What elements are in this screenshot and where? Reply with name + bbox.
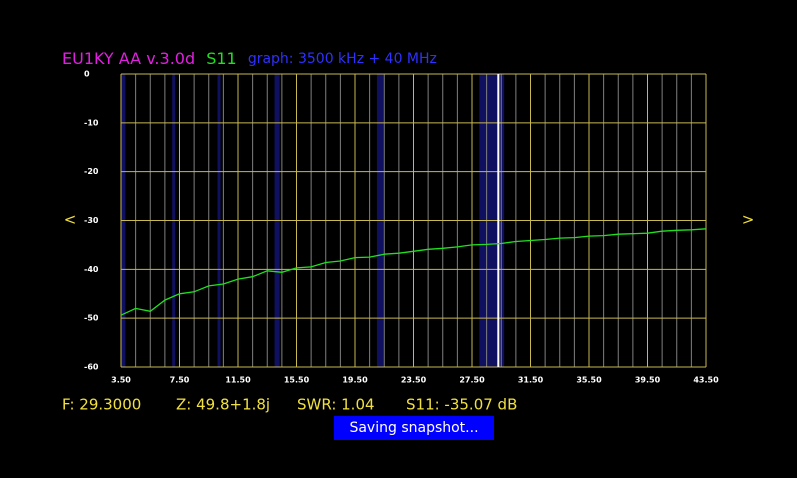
header-range: graph: 3500 kHz + 40 MHz <box>248 51 437 67</box>
y-tick-label: -20 <box>84 167 99 176</box>
x-tick-label: 35.50 <box>576 376 602 385</box>
notice-box <box>334 416 494 440</box>
status-s11: S11: -35.07 dB <box>406 396 517 414</box>
y-tick-label: -50 <box>84 314 99 323</box>
nav-right[interactable]: > <box>742 211 755 229</box>
header: EU1KY AA v.3.0d S11 graph: 3500 kHz + 40… <box>62 49 437 68</box>
x-tick-label: 15.50 <box>284 376 310 385</box>
x-tick-label: 39.50 <box>635 376 661 385</box>
status-frequency: F: 29.3000 <box>62 396 141 414</box>
x-tick-label: 3.50 <box>111 376 131 385</box>
y-tick-label: 0 <box>84 70 90 79</box>
x-tick-label: 23.50 <box>401 376 427 385</box>
x-tick-label: 31.50 <box>518 376 544 385</box>
x-tick-label: 27.50 <box>459 376 485 385</box>
y-tick-label: -40 <box>84 265 99 274</box>
header-mode: S11 <box>206 49 237 68</box>
y-tick-label: -60 <box>84 363 99 372</box>
status-swr: SWR: 1.04 <box>297 396 375 414</box>
y-tick-label: -10 <box>84 118 99 127</box>
x-tick-label: 11.50 <box>225 376 251 385</box>
notice: Saving snapshot... <box>349 420 478 436</box>
header-device: EU1KY AA v.3.0d <box>62 49 195 68</box>
x-tick-label: 19.50 <box>342 376 368 385</box>
y-tick-label: -30 <box>84 216 99 225</box>
nav-left[interactable]: < <box>64 211 77 229</box>
series-line <box>120 228 707 316</box>
x-tick-label: 43.50 <box>693 376 719 385</box>
x-tick-label: 7.50 <box>170 376 190 385</box>
status-impedance: Z: 49.8+1.8j <box>176 396 270 414</box>
